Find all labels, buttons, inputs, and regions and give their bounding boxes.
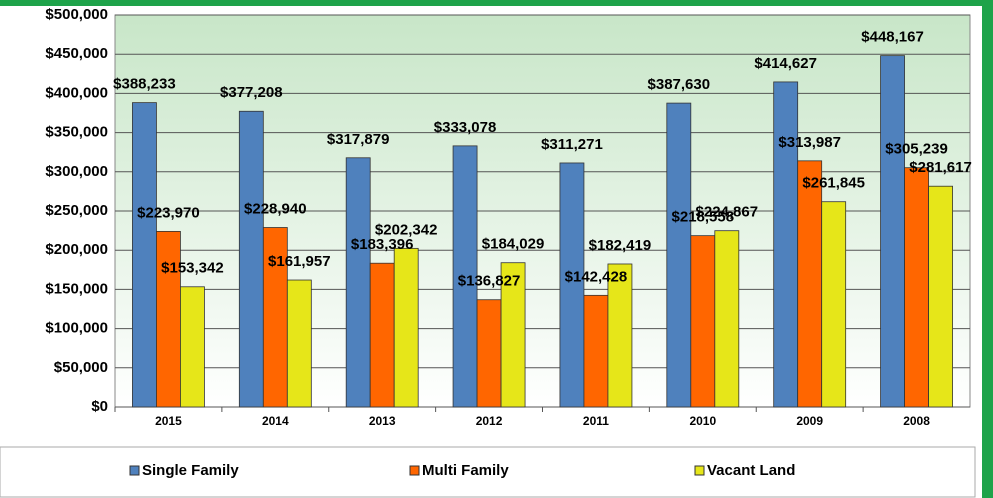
data-label: $218,558 [672, 209, 735, 226]
bar [262, 227, 288, 408]
bar [583, 294, 609, 408]
data-label: $184,029 [482, 236, 545, 253]
data-label: $281,617 [909, 159, 972, 176]
legend-label: Multi Family [422, 462, 509, 479]
bar [714, 230, 740, 408]
y-tick-label: $400,000 [45, 84, 108, 101]
data-label: $153,342 [161, 260, 224, 277]
legend-marker [694, 465, 705, 476]
data-label: $448,167 [861, 29, 924, 46]
bar [559, 162, 585, 408]
bar [690, 235, 716, 408]
x-tick-label: 2013 [369, 414, 396, 428]
bar [666, 102, 692, 408]
data-label: $136,827 [458, 273, 521, 290]
data-label: $223,970 [137, 204, 200, 221]
data-label: $313,987 [778, 134, 841, 151]
data-label: $305,239 [885, 141, 948, 158]
data-label: $311,271 [541, 136, 603, 153]
x-tick-label: 2015 [155, 414, 182, 428]
y-tick-label: $300,000 [45, 163, 108, 180]
y-tick-label: $0 [91, 398, 108, 415]
bar [238, 110, 264, 408]
y-tick-label: $100,000 [45, 320, 108, 337]
x-tick-label: 2012 [476, 414, 503, 428]
data-label: $377,208 [220, 84, 283, 101]
data-label: $317,879 [327, 131, 390, 148]
x-tick-label: 2009 [796, 414, 823, 428]
bar [500, 262, 526, 408]
data-label: $202,342 [375, 221, 438, 238]
y-tick-label: $450,000 [45, 45, 108, 62]
bar [904, 167, 929, 408]
right-border [982, 0, 993, 498]
bar [452, 145, 478, 408]
data-label: $261,845 [802, 175, 865, 192]
bar [369, 262, 395, 408]
data-label: $142,428 [565, 268, 628, 285]
bar [393, 247, 419, 408]
bar [345, 157, 371, 408]
bar [156, 231, 181, 408]
x-tick-label: 2010 [689, 414, 716, 428]
legend-marker [409, 465, 420, 476]
data-label: $414,627 [754, 55, 817, 72]
bar [286, 279, 312, 408]
y-tick-label: $150,000 [45, 280, 108, 297]
legend-label: Single Family [142, 462, 239, 479]
legend-marker [129, 465, 140, 476]
data-label: $333,078 [434, 119, 497, 136]
bar [797, 160, 823, 408]
y-tick-label: $200,000 [45, 241, 108, 258]
bar [180, 286, 205, 408]
bar [607, 263, 633, 408]
bar [773, 81, 799, 408]
bar [928, 185, 953, 408]
y-tick-label: $50,000 [54, 359, 108, 376]
data-label: $183,396 [351, 236, 414, 253]
y-tick-label: $250,000 [45, 202, 108, 219]
legend-label: Vacant Land [707, 462, 795, 479]
top-border [0, 0, 993, 6]
bar [821, 201, 847, 408]
y-tick-label: $500,000 [45, 6, 108, 23]
x-tick-label: 2014 [262, 414, 289, 428]
data-label: $387,630 [648, 76, 711, 93]
data-label: $182,419 [589, 237, 652, 254]
data-label: $161,957 [268, 253, 331, 270]
x-tick-label: 2008 [903, 414, 930, 428]
legend-box [0, 446, 976, 498]
bar [132, 102, 157, 408]
data-label: $224,867 [696, 204, 759, 221]
data-label: $388,233 [113, 76, 176, 93]
bar [880, 55, 905, 408]
y-tick-label: $350,000 [45, 124, 108, 141]
bar [476, 299, 502, 408]
x-tick-label: 2011 [583, 414, 609, 428]
data-label: $228,940 [244, 200, 307, 217]
